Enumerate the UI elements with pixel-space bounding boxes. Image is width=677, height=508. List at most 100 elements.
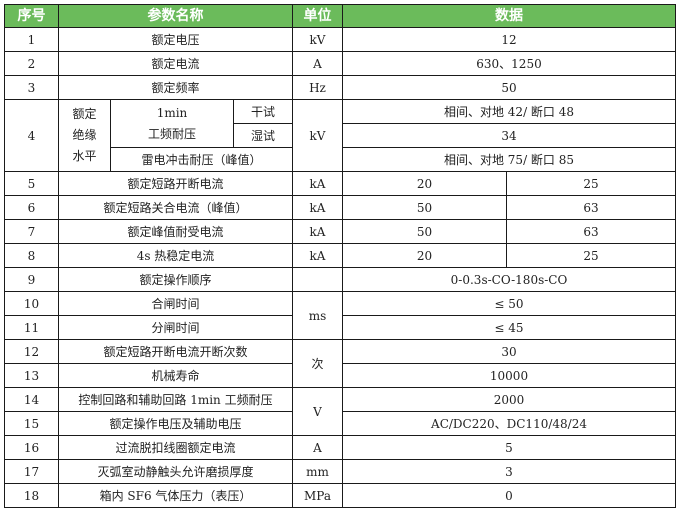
row-value: AC/DC220、DC110/48/24 <box>342 411 676 436</box>
pf-line: 工频耐压 <box>147 126 196 141</box>
row-value-1: 20 <box>342 171 507 196</box>
table-row: 3 额定频率 Hz 50 <box>4 75 676 100</box>
row-value-2: 63 <box>506 195 676 220</box>
row-name: 额定电压 <box>58 27 293 52</box>
group-line: 绝缘 <box>72 128 97 142</box>
row-unit: kA <box>292 219 343 244</box>
row-value-1: 20 <box>342 243 507 268</box>
row-no: 5 <box>4 171 59 196</box>
header-row: 序号 参数名称 单位 数据 <box>4 4 676 28</box>
row-no: 14 <box>4 387 59 412</box>
header-no: 序号 <box>4 4 59 28</box>
row-name: 额定电流 <box>58 51 293 76</box>
row-name: 4s 热稳定电流 <box>58 243 293 268</box>
table-row: 8 4s 热稳定电流 kA 20 25 <box>4 243 676 268</box>
table-row: 15 额定操作电压及辅助电压 AC/DC220、DC110/48/24 <box>4 411 676 436</box>
row-value-1: 50 <box>342 195 507 220</box>
pf-line: 1min <box>156 105 188 120</box>
table-row: 14 控制回路和辅助回路 1min 工频耐压 V 2000 <box>4 387 676 436</box>
row-unit: kA <box>292 243 343 268</box>
row-no: 4 <box>4 99 59 172</box>
row-no: 2 <box>4 51 59 76</box>
row-value: 34 <box>342 123 676 148</box>
group-line: 水平 <box>72 149 97 163</box>
row-value: 630、1250 <box>342 51 676 76</box>
table-row: 10 合闸时间 ms ≤ 50 <box>4 291 676 340</box>
row-unit: Hz <box>292 75 343 100</box>
row-value-2: 63 <box>506 219 676 244</box>
row-no: 13 <box>4 363 59 388</box>
insulation-group-label: 额定 绝缘 水平 <box>58 99 111 172</box>
row-name: 额定操作顺序 <box>58 267 293 292</box>
table-row: 6 额定短路关合电流（峰值） kA 50 63 <box>4 195 676 220</box>
dry-test-label: 干试 <box>233 99 293 124</box>
row-unit: ms <box>292 291 343 340</box>
group-line: 额定 <box>72 107 97 121</box>
row-unit: kV <box>292 99 343 172</box>
row-unit: 次 <box>292 339 343 388</box>
table-row: 1 额定电压 kV 12 <box>4 27 676 52</box>
table-row: 2 额定电流 A 630、1250 <box>4 51 676 76</box>
row-value: 5 <box>342 435 676 460</box>
header-name: 参数名称 <box>58 4 293 28</box>
table-row: 5 额定短路开断电流 kA 20 25 <box>4 171 676 196</box>
row-unit: A <box>292 435 343 460</box>
row-name: 控制回路和辅助回路 1min 工频耐压 <box>58 387 293 412</box>
table-row: 11 分闸时间 ≤ 45 <box>4 315 676 340</box>
row-value: 3 <box>342 459 676 484</box>
table-row: 17 灭弧室动静触头允许磨损厚度 mm 3 <box>4 459 676 484</box>
row-value-2: 25 <box>506 243 676 268</box>
row-unit: mm <box>292 459 343 484</box>
row-name: 合闸时间 <box>58 291 293 316</box>
row-name: 额定频率 <box>58 75 293 100</box>
row-name: 额定峰值耐受电流 <box>58 219 293 244</box>
row-name: 箱内 SF6 气体压力（表压） <box>58 483 293 508</box>
table-row: 18 箱内 SF6 气体压力（表压） MPa 0 <box>4 483 676 508</box>
row-no: 15 <box>4 411 59 436</box>
row-no: 10 <box>4 291 59 316</box>
row-unit: MPa <box>292 483 343 508</box>
row-value-2: 25 <box>506 171 676 196</box>
row-no: 9 <box>4 267 59 292</box>
parameter-table: 序号 参数名称 单位 数据 1 额定电压 kV 12 2 额定电流 A 630、… <box>4 4 676 508</box>
row-unit: kA <box>292 171 343 196</box>
row-value: ≤ 50 <box>342 291 676 316</box>
row-no: 11 <box>4 315 59 340</box>
row-no: 18 <box>4 483 59 508</box>
row-name: 额定短路开断电流开断次数 <box>58 339 293 364</box>
row-no: 12 <box>4 339 59 364</box>
table-row: 12 额定短路开断电流开断次数 次 30 <box>4 339 676 388</box>
row-no: 6 <box>4 195 59 220</box>
row-unit: kV <box>292 27 343 52</box>
table-row: 湿试 34 <box>5 123 676 148</box>
row-name: 过流脱扣线圈额定电流 <box>58 435 293 460</box>
row-no: 1 <box>4 27 59 52</box>
row-value: 12 <box>342 27 676 52</box>
table-row: 16 过流脱扣线圈额定电流 A 5 <box>4 435 676 460</box>
table-row: 9 额定操作顺序 0-0.3s-CO-180s-CO <box>4 267 676 292</box>
row-no: 7 <box>4 219 59 244</box>
header-data: 数据 <box>342 4 676 28</box>
row-unit: V <box>292 387 343 436</box>
table-row: 7 额定峰值耐受电流 kA 50 63 <box>4 219 676 244</box>
header-unit: 单位 <box>292 4 343 28</box>
row-name: 灭弧室动静触头允许磨损厚度 <box>58 459 293 484</box>
row-unit: kA <box>292 195 343 220</box>
row-name: 机械寿命 <box>58 363 293 388</box>
row-value: 30 <box>342 339 676 364</box>
row-value: 2000 <box>342 387 676 412</box>
table-row: 雷电冲击耐压（峰值） 相间、对地 75/ 断口 85 <box>5 147 676 172</box>
row-value-1: 50 <box>342 219 507 244</box>
row-no: 8 <box>4 243 59 268</box>
row-value: 0 <box>342 483 676 508</box>
row-no: 3 <box>4 75 59 100</box>
impulse-label: 雷电冲击耐压（峰值） <box>110 147 293 172</box>
row-name: 额定短路开断电流 <box>58 171 293 196</box>
row-unit <box>292 267 343 292</box>
wet-test-label: 湿试 <box>233 123 293 148</box>
row-value: 相间、对地 75/ 断口 85 <box>342 147 676 172</box>
row-name: 额定操作电压及辅助电压 <box>58 411 293 436</box>
table-row: 13 机械寿命 10000 <box>4 363 676 388</box>
row-value: 相间、对地 42/ 断口 48 <box>342 99 676 124</box>
row-value: 0-0.3s-CO-180s-CO <box>342 267 676 292</box>
